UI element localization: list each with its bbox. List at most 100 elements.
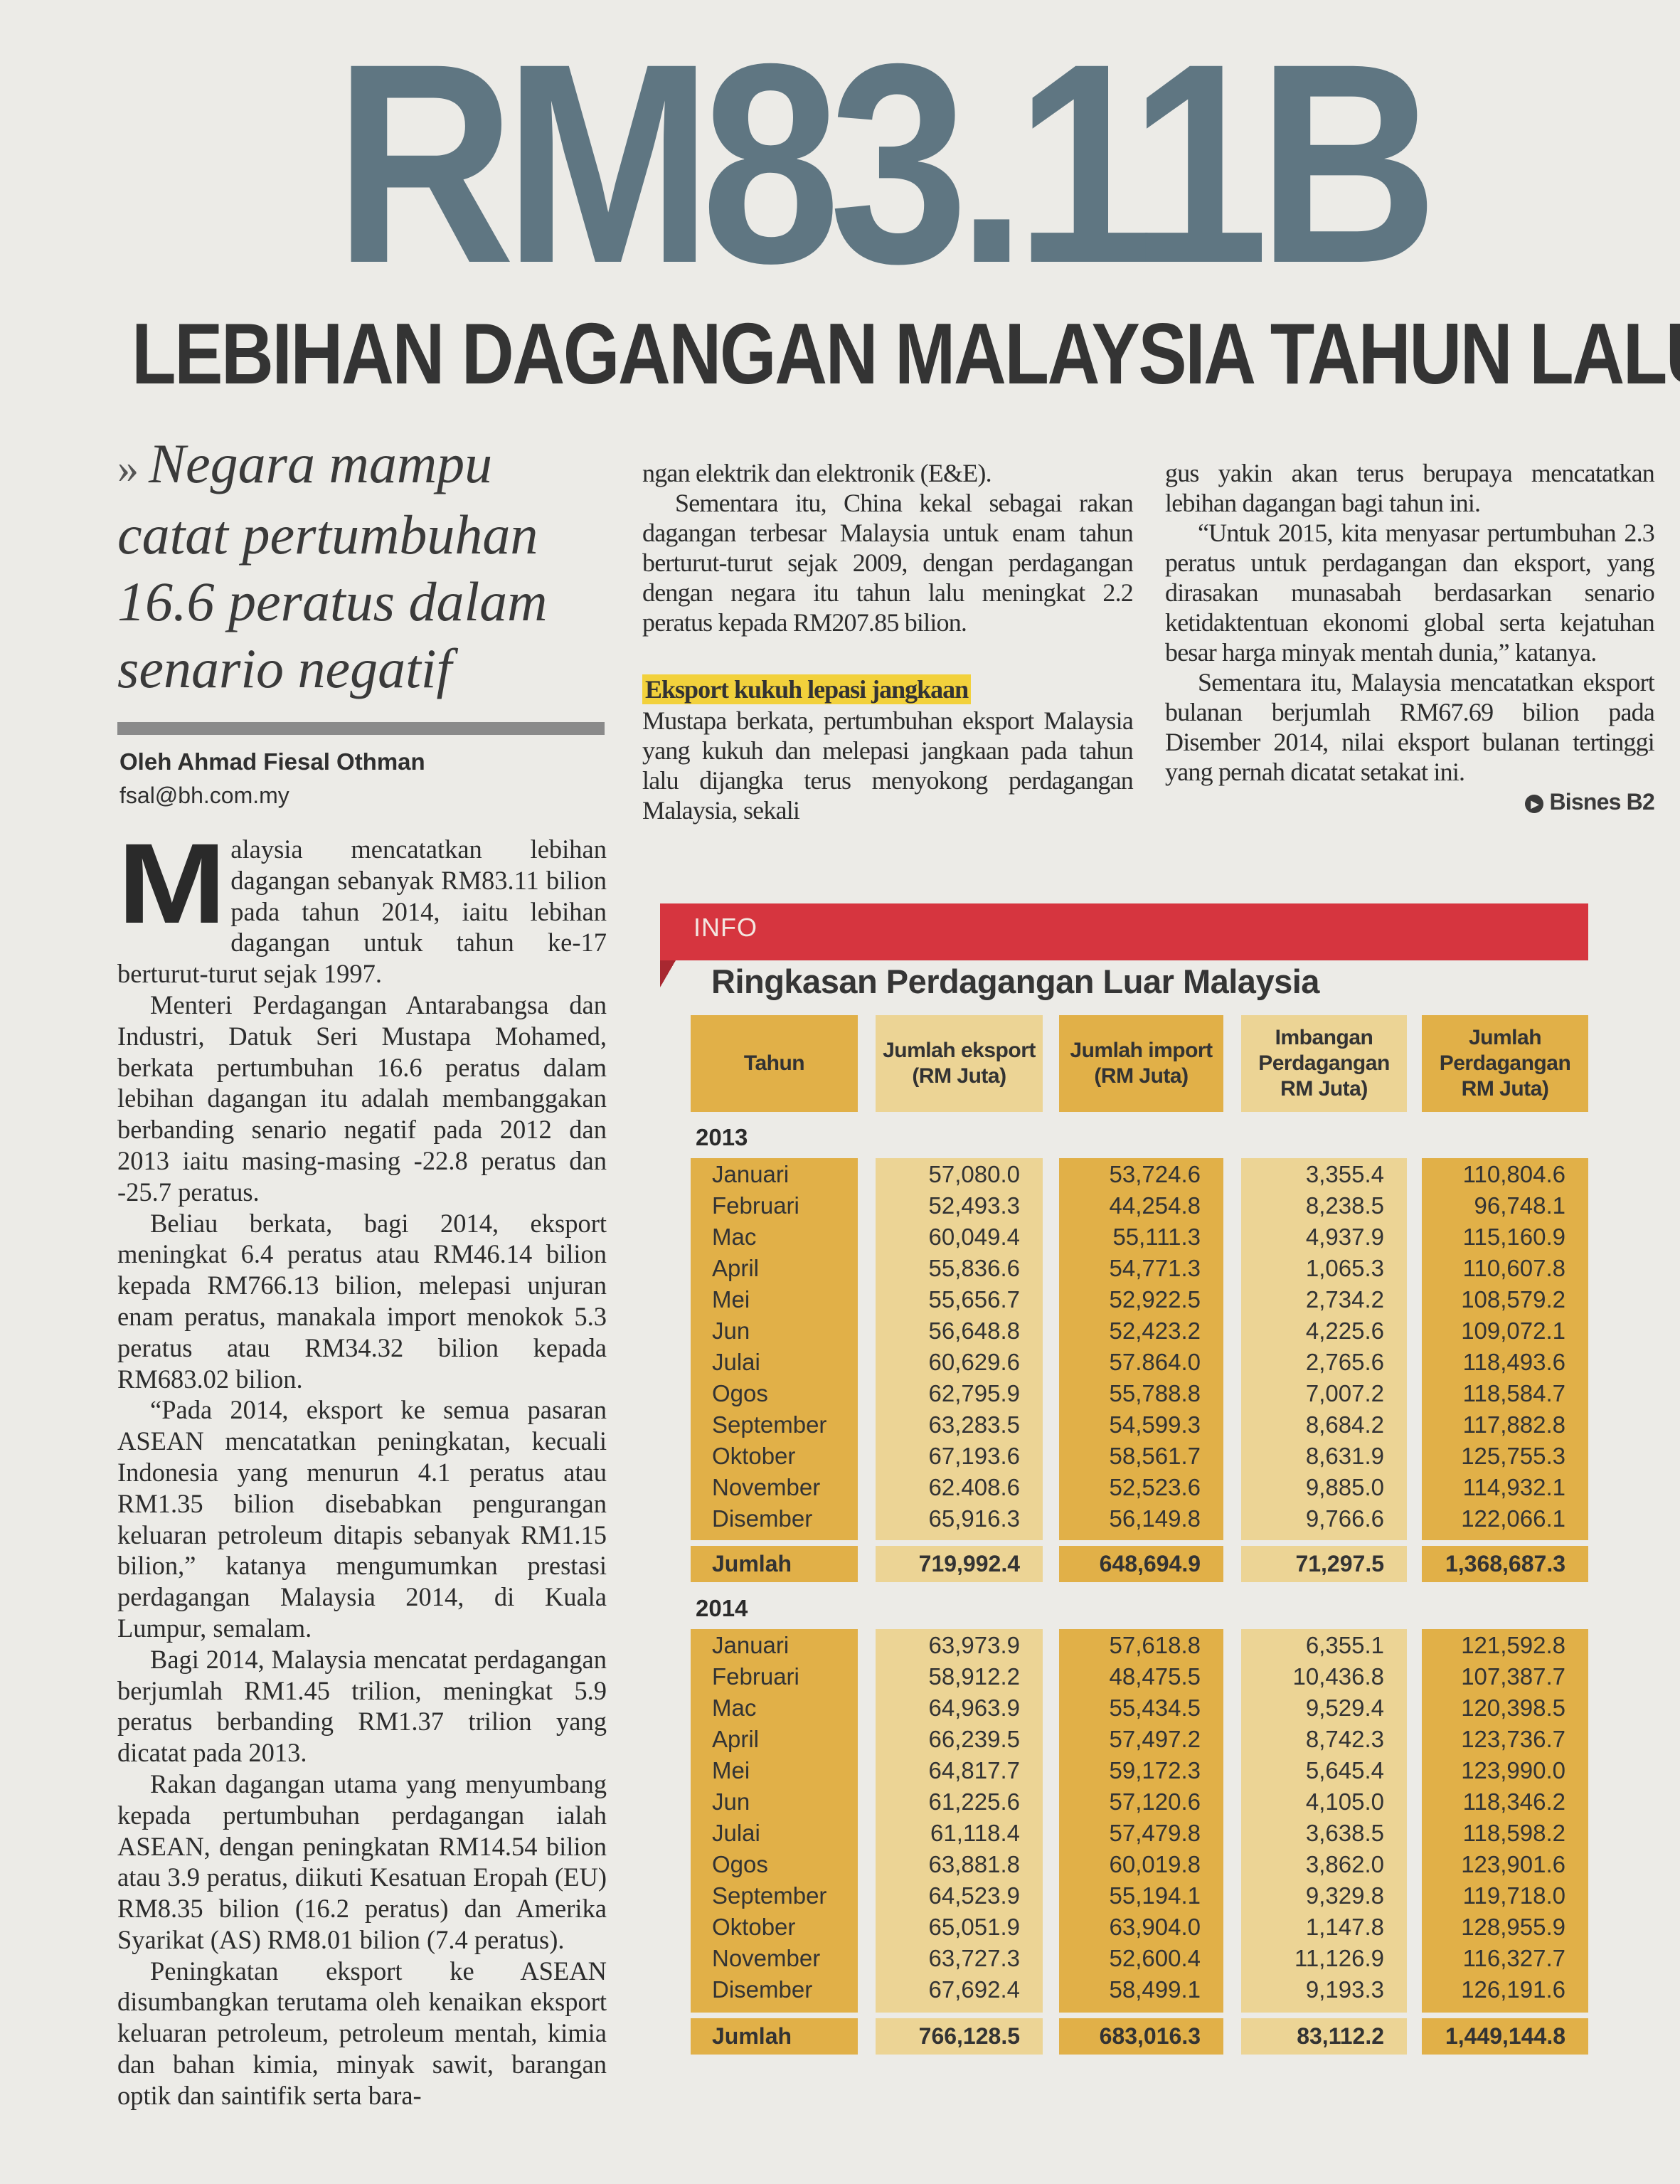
total-trade-cell: 118,584.7 (1462, 1380, 1565, 1406)
total-total-trade-box: 1,449,144.8 (1422, 2018, 1588, 2055)
exports-cell: 63,881.8 (928, 1851, 1020, 1877)
imports-cell: 57,618.8 (1109, 1632, 1201, 1658)
trade-balance-cell: 11,126.9 (1294, 1945, 1384, 1971)
trade-balance-cell: 2,765.6 (1305, 1349, 1384, 1375)
article-paragraph: ngan elektrik dan elektronik (E&E). (642, 459, 992, 487)
total-trade-balance-box: 83,112.2 (1241, 2018, 1407, 2055)
total-total-trade: 1,449,144.8 (1445, 2023, 1565, 2049)
exports-cell: 58,912.2 (928, 1663, 1020, 1690)
month-cell: September (712, 1411, 827, 1438)
imports-cell: 55,111.3 (1112, 1224, 1201, 1250)
article-paragraph: “Pada 2014, eksport ke semua pasaran ASE… (117, 1395, 607, 1643)
column-header-imports: Jumlah import (RM Juta) (1059, 1015, 1223, 1112)
headline: RM83.11B (334, 4, 1438, 322)
imports-cell: 57,120.6 (1109, 1788, 1201, 1815)
imports-cell: 52,600.4 (1109, 1945, 1201, 1971)
imports-cell: 60,019.8 (1109, 1851, 1201, 1877)
info-banner (660, 903, 1588, 960)
imports-cell: 57,479.8 (1109, 1820, 1201, 1846)
imports-cell: 48,475.5 (1109, 1663, 1201, 1690)
exports-cell: 61,225.6 (928, 1788, 1020, 1815)
trade-balance-cell: 3,638.5 (1305, 1820, 1384, 1846)
column-month: Januari Februari Mac April Mei Jun Julai Ogos Se… (691, 1158, 858, 1540)
trade-balance-cell: 9,193.3 (1305, 1976, 1384, 2003)
month-cell: Jun (712, 1788, 750, 1815)
trade-balance-cell: 8,742.3 (1305, 1726, 1384, 1752)
trade-balance-cell: 8,684.2 (1305, 1411, 1384, 1438)
imports-cell: 57,497.2 (1109, 1726, 1201, 1752)
year-label: 2013 (696, 1124, 748, 1150)
imports-cell: 52,922.5 (1109, 1286, 1201, 1313)
total-trade-cell: 96,748.1 (1474, 1192, 1565, 1219)
trade-balance-cell: 7,007.2 (1305, 1380, 1384, 1406)
month-cell: Mei (712, 1286, 750, 1313)
total-trade-cell: 123,901.6 (1461, 1851, 1565, 1877)
trade-balance-cell: 4,105.0 (1305, 1788, 1384, 1815)
author-email[interactable]: fsal@bh.com.my (119, 783, 289, 808)
trade-balance-cell: 10,436.8 (1292, 1663, 1384, 1690)
exports-cell: 60,049.4 (928, 1224, 1020, 1250)
trade-balance-cell: 3,862.0 (1305, 1851, 1384, 1877)
trade-balance-cell: 9,329.8 (1305, 1882, 1384, 1909)
article-paragraph: “Untuk 2015, kita menyasar pertumbuhan 2… (1165, 519, 1655, 667)
article-paragraph: Menteri Perdagangan Antarabangsa dan Ind… (117, 990, 607, 1207)
total-exports-box: 766,128.5 (876, 2018, 1043, 2055)
banner-fold (660, 960, 676, 987)
column-month: Januari Februari Mac April Mei Jun Julai Ogos Se… (691, 1629, 858, 2013)
column-header-year: Tahun (691, 1015, 858, 1112)
article-paragraph: Sementara itu, China kekal sebagai rakan… (642, 489, 1134, 637)
trade-balance-cell: 4,225.6 (1305, 1318, 1384, 1344)
total-trade-cell: 120,398.5 (1461, 1695, 1565, 1721)
total-trade-cell: 122,066.1 (1461, 1505, 1565, 1532)
exports-cell: 61,118.4 (930, 1820, 1020, 1846)
exports-cell: 52,493.3 (928, 1192, 1020, 1219)
total-trade-cell: 115,160.9 (1462, 1224, 1565, 1250)
trade-balance-cell: 2,734.2 (1305, 1286, 1384, 1313)
total-trade-balance: 71,297.5 (1295, 1551, 1384, 1576)
imports-cell: 54,771.3 (1109, 1255, 1201, 1281)
exports-cell: 55,836.6 (928, 1255, 1020, 1281)
month-cell: Mei (712, 1757, 750, 1783)
article-column-right: gus yakin akan terus berupaya mencatatka… (1165, 458, 1655, 817)
month-cell: Ogos (712, 1851, 768, 1877)
column-header-total-trade: Jumlah Perdagangan RM Juta) (1422, 1015, 1588, 1112)
total-trade-cell: 118,493.6 (1462, 1349, 1565, 1375)
article-paragraph: Beliau berkata, bagi 2014, eksport menin… (117, 1208, 607, 1394)
total-trade-cell: 126,191.6 (1461, 1976, 1565, 2003)
month-cell: Julai (712, 1820, 760, 1846)
month-cell: Ogos (712, 1380, 768, 1406)
column-imports: 53,724.6 44,254.8 55,111.3 54,771.3 52,922.5… (1059, 1158, 1223, 1540)
imports-cell: 55,434.5 (1109, 1695, 1201, 1721)
total-trade-cell: 119,718.0 (1462, 1882, 1565, 1909)
column-trade-balance: 6,355.1 10,436.8 9,529.4 8,742.3 5,645.4 4,10… (1241, 1629, 1407, 2013)
trade-balance-cell: 9,766.6 (1305, 1505, 1384, 1532)
month-cell: April (712, 1726, 760, 1752)
column-header-trade-balance: Imbangan Perdagangan RM Juta) (1241, 1015, 1407, 1112)
total-trade-cell: 118,598.2 (1462, 1820, 1565, 1846)
total-label-box: Jumlah (691, 1546, 858, 1582)
month-cell: November (712, 1474, 821, 1500)
exports-cell: 60,629.6 (928, 1349, 1020, 1375)
column-total-trade: 110,804.6 96,748.1 115,160.9 110,607.8 108,5… (1422, 1158, 1588, 1540)
month-cell: April (712, 1255, 760, 1281)
total-total-trade: 1,368,687.3 (1445, 1551, 1565, 1576)
article-paragraph: Bagi 2014, Malaysia mencatat perdagangan… (117, 1644, 607, 1768)
month-cell: Oktober (712, 1914, 796, 1940)
total-label-box: Jumlah (691, 2018, 858, 2055)
trade-balance-cell: 5,645.4 (1305, 1757, 1384, 1783)
imports-cell: 52,423.2 (1109, 1318, 1201, 1344)
imports-cell: 58,561.7 (1109, 1443, 1201, 1469)
total-imports: 648,694.9 (1099, 1551, 1201, 1576)
total-trade-cell: 125,755.3 (1461, 1443, 1565, 1469)
subheadline: LEBIHAN DAGANGAN MALAYSIA TAHUN LALU (132, 305, 1680, 402)
month-cell: Februari (712, 1192, 799, 1219)
continued-label: Bisnes B2 (1549, 789, 1654, 815)
imports-cell: 63,904.0 (1109, 1914, 1201, 1940)
total-trade-cell: 128,955.9 (1461, 1914, 1565, 1940)
total-trade-balance-box: 71,297.5 (1241, 1546, 1407, 1582)
month-cell: Februari (712, 1663, 799, 1690)
continued-reference[interactable]: ▶ Bisnes B2 (1525, 787, 1655, 817)
total-total-trade-box: 1,368,687.3 (1422, 1546, 1588, 1582)
